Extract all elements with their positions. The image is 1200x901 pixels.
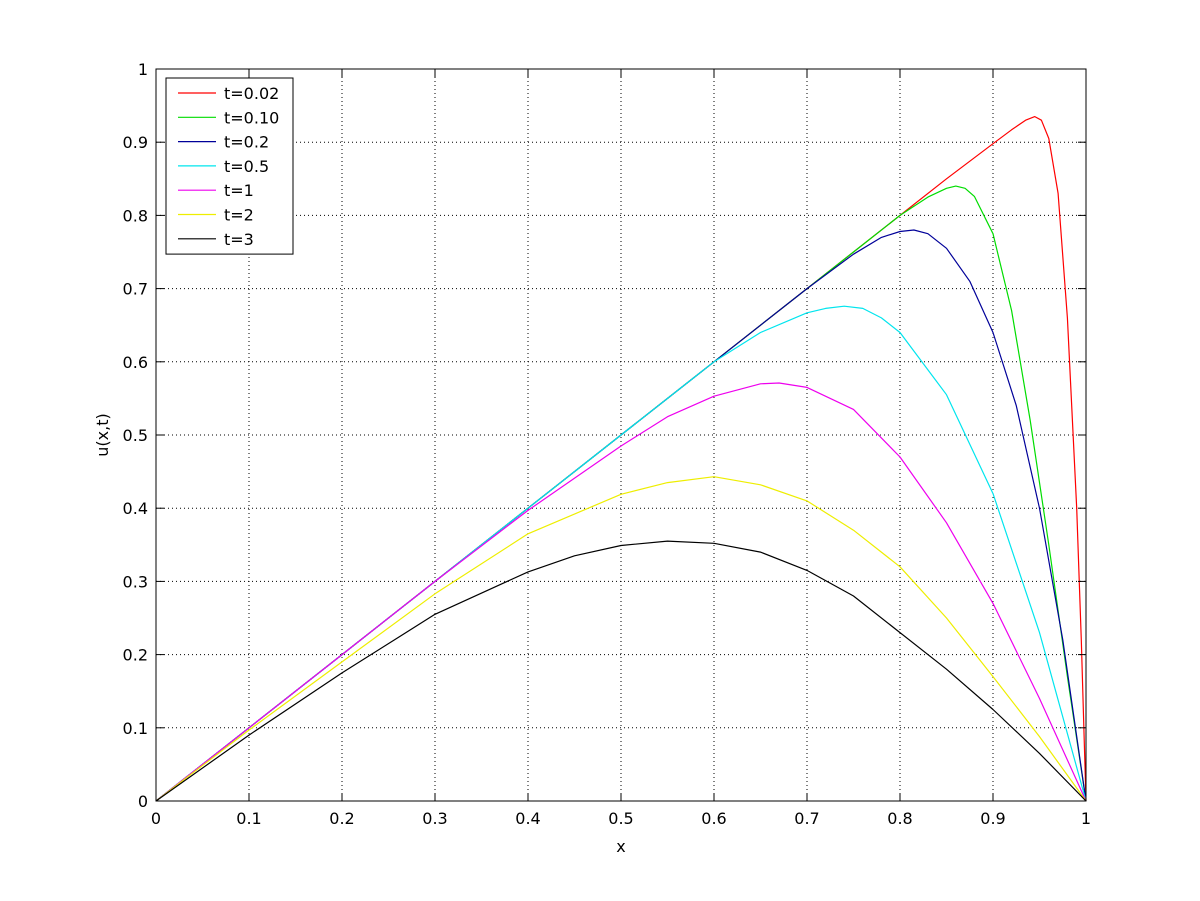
x-tick-label: 0.5 bbox=[608, 809, 633, 828]
legend-entry-label: t=2 bbox=[224, 206, 254, 225]
legend-entry-label: t=0.10 bbox=[224, 108, 279, 127]
x-tick-label: 1 bbox=[1081, 809, 1091, 828]
legend-entry-label: t=0.5 bbox=[224, 157, 269, 176]
x-tick-label: 0.2 bbox=[329, 809, 354, 828]
x-tick-label: 0.9 bbox=[980, 809, 1005, 828]
data-series bbox=[155, 115, 1087, 802]
series-line bbox=[155, 476, 1087, 802]
x-tick-label: 0.7 bbox=[794, 809, 819, 828]
y-tick-label: 0.7 bbox=[123, 280, 148, 299]
y-tick-label: 0.5 bbox=[123, 426, 148, 445]
y-tick-label: 0 bbox=[138, 792, 148, 811]
y-axis-label: u(x,t) bbox=[93, 413, 112, 456]
series-line bbox=[155, 382, 1087, 802]
x-axis-label: x bbox=[616, 837, 625, 856]
y-tick-label: 0.2 bbox=[123, 646, 148, 665]
legend: t=0.02 t=0.10 t=0.2 t=0.5 t=1 t=2 t=3 bbox=[165, 77, 294, 255]
y-tick-label: 0.8 bbox=[123, 206, 148, 225]
series-line bbox=[155, 540, 1087, 802]
legend-entry-label: t=0.02 bbox=[224, 84, 279, 103]
x-tick-label: 0.1 bbox=[236, 809, 261, 828]
legend-entry-label: t=0.2 bbox=[224, 133, 269, 152]
y-tick-label: 0.1 bbox=[123, 719, 148, 738]
legend-entry-label: t=1 bbox=[224, 181, 254, 200]
x-tick-label: 0.8 bbox=[887, 809, 912, 828]
y-tick-label: 1 bbox=[138, 60, 148, 79]
y-tick-label: 0.9 bbox=[123, 133, 148, 152]
axis-ticks: 0 0.1 0.2 0.3 0.4 0.5 0.6 0.7 0.8 0.9 1 0 0.1 0.2 0.3 0… bbox=[123, 60, 1092, 828]
legend-entry-label: t=3 bbox=[224, 230, 254, 249]
x-tick-label: 0.6 bbox=[701, 809, 726, 828]
x-tick-label: 0.3 bbox=[422, 809, 447, 828]
x-tick-label: 0 bbox=[151, 809, 161, 828]
y-tick-label: 0.3 bbox=[123, 572, 148, 591]
y-tick-label: 0.6 bbox=[123, 353, 148, 372]
x-tick-label: 0.4 bbox=[515, 809, 540, 828]
y-tick-label: 0.4 bbox=[123, 499, 148, 518]
